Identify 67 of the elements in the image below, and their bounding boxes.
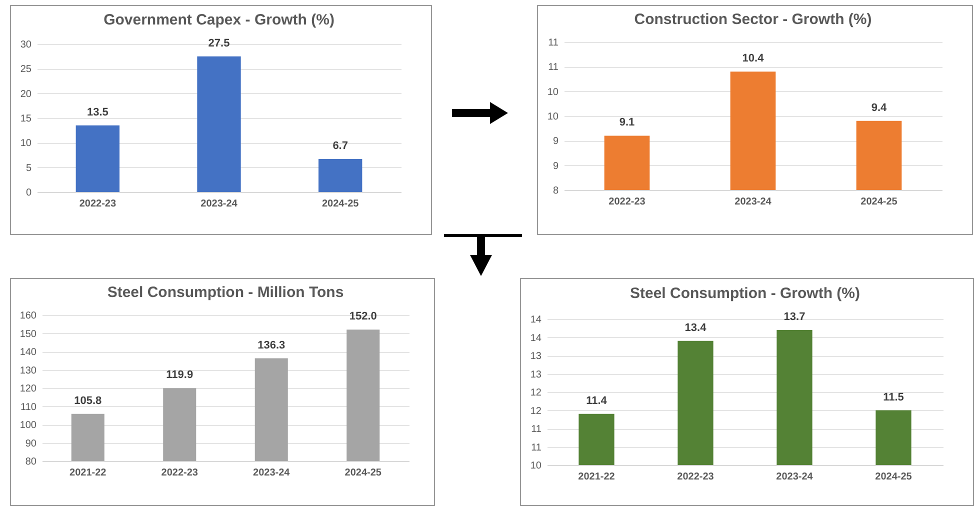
data-label: 152.0 [349, 310, 377, 323]
x-tick-label: 2023-24 [734, 196, 772, 208]
y-tick-label: 100 [20, 420, 37, 431]
y-tick-label: 12 [530, 406, 542, 417]
y-tick-label: 5 [26, 162, 32, 174]
y-tick-label: 120 [20, 384, 37, 394]
chart-title: Construction Sector - Growth (%) [634, 11, 872, 28]
y-tick-label: 140 [20, 347, 37, 358]
x-tick-label: 2022-23 [677, 472, 714, 482]
y-tick-label: 90 [25, 438, 37, 450]
y-tick-label: 8 [552, 186, 559, 196]
data-label: 6.7 [332, 140, 348, 152]
data-label: 119.9 [166, 369, 194, 382]
x-tick-label: 2023-24 [200, 198, 238, 210]
data-label: 13.7 [784, 310, 806, 323]
y-tick-label: 13 [530, 351, 542, 362]
x-tick-label: 2023-24 [253, 468, 290, 478]
y-tick-label: 10 [20, 138, 32, 150]
y-tick-label: 15 [20, 114, 32, 124]
y-tick-label: 0 [26, 188, 32, 198]
x-tick-label: 2024-25 [860, 196, 898, 208]
bar [318, 158, 362, 192]
x-tick-label: 2021-22 [70, 468, 107, 478]
y-tick-label: 10 [547, 112, 559, 122]
bar [76, 125, 120, 192]
y-tick-label: 25 [20, 64, 32, 76]
x-tick-label: 2022-23 [608, 196, 646, 208]
data-label: 9.4 [871, 102, 888, 114]
data-label: 13.4 [684, 322, 708, 334]
y-tick-label: 11 [548, 62, 559, 74]
x-tick-label: 2024-25 [875, 472, 912, 482]
x-tick-label: 2022-23 [161, 468, 198, 478]
x-tick-label: 2022-23 [79, 198, 116, 210]
y-tick-label: 9 [552, 160, 559, 172]
y-tick-label: 160 [20, 310, 37, 322]
y-tick-label: 14 [530, 332, 542, 344]
y-tick-label: 10 [530, 460, 542, 472]
y-tick-label: 14 [530, 314, 542, 326]
y-tick-label: 11 [531, 424, 542, 435]
y-tick-label: 9 [552, 136, 559, 148]
y-tick-label: 110 [20, 402, 37, 413]
y-tick-label: 30 [20, 40, 32, 50]
y-tick-label: 20 [20, 88, 32, 100]
data-label: 13.5 [86, 106, 108, 118]
x-tick-label: 2021-22 [578, 472, 616, 482]
data-label: 136.3 [258, 339, 286, 352]
chart-title: Steel Consumption - Growth (%) [630, 284, 860, 302]
x-tick-label: 2024-25 [322, 198, 360, 210]
y-tick-label: 10 [547, 86, 559, 98]
data-label: 27.5 [208, 37, 230, 50]
x-tick-label: 2023-24 [776, 472, 814, 482]
y-tick-label: 11 [548, 38, 559, 48]
data-label: 105.8 [74, 394, 102, 407]
y-tick-label: 130 [20, 365, 37, 376]
data-label: 11.5 [883, 391, 904, 404]
data-label: 9.1 [619, 116, 635, 129]
y-tick-label: 12 [530, 388, 542, 398]
y-tick-label: 80 [25, 456, 37, 468]
y-tick-label: 13 [530, 369, 542, 380]
x-tick-label: 2024-25 [344, 468, 382, 478]
data-label: 10.4 [742, 52, 765, 65]
chart-title: Steel Consumption - Million Tons [107, 284, 344, 301]
y-tick-label: 150 [20, 328, 37, 340]
bar [197, 56, 241, 192]
y-tick-label: 11 [531, 442, 542, 454]
chart-title: Government Capex - Growth (%) [104, 11, 334, 28]
data-label: 11.4 [586, 394, 608, 407]
